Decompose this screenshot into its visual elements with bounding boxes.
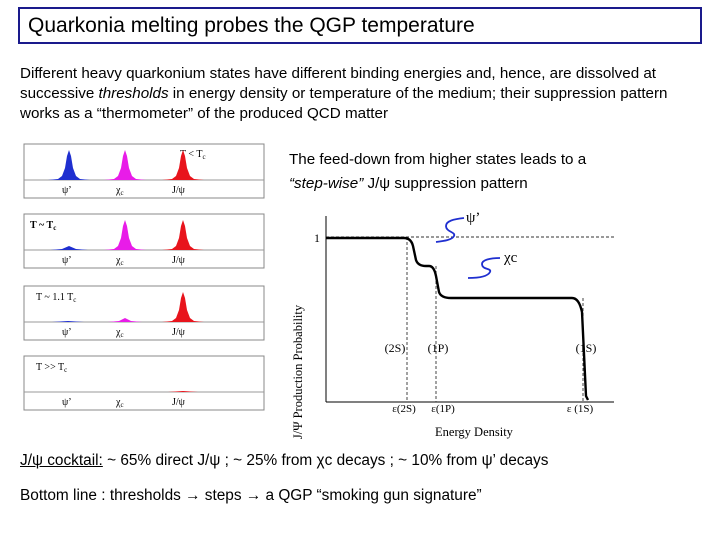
panel-1-psi-prime-peak [48,150,90,180]
plot-xlabel: Energy Density [435,425,514,439]
panel-4-label-chi: χc [115,397,124,409]
panel-3-label-jpsi: J/ψ [172,327,186,338]
plot-threshold-1s: ε (1S) [567,403,594,415]
panel-4: T >> Tc ψ’ χc J/ψ [23,355,265,411]
plot-state-1p: (1P) [428,341,449,355]
intro-part1: Different heavy quarkonium states have d… [20,65,657,102]
panel-1: T < Tc ψ’ χc J/ψ [23,143,265,199]
panel-1-condition: T < Tc [180,149,206,161]
panel-3-label-chi: χc [115,327,124,339]
panel-2-label-jpsi: J/ψ [172,255,186,266]
feeddown-line1: The feed-down from higher states leads t… [289,151,587,168]
panel-2-condition: T ~ Tc [30,220,56,232]
suppression-step-curve [326,236,590,401]
cocktail-line: J/ψ cocktail: ~ 65% direct J/ψ ; ~ 25% f… [20,452,548,470]
panel-3-jpsi-peak [162,292,204,322]
panel-4-jpsi-remnant [168,391,198,392]
panel-2-chi-c-peak [104,220,146,250]
panel-3-psi-prime-remnant [52,321,84,322]
slide-title: Quarkonia melting probes the QGP tempera… [18,7,702,44]
intro-paragraph: Different heavy quarkonium states have d… [20,64,710,124]
panel-3-chi-c-remnant [108,318,142,322]
plot-y-tick: 1 [314,231,320,245]
feeddown-emphasis: “step-wise” [289,175,364,192]
panel-1-label-psi: ψ’ [62,185,72,196]
cocktail-text: ~ 65% direct J/ψ ; ~ 25% from χc decays … [102,452,549,469]
panel-2-psi-prime-remnant [50,246,88,250]
panel-4-condition: T >> Tc [36,362,67,374]
panel-2-label-chi: χc [115,255,124,267]
panel-2: T ~ Tc ψ’ χc J/ψ [23,213,265,269]
cocktail-label: J/ψ cocktail: [20,452,103,469]
panel-4-label-psi: ψ’ [62,397,72,408]
temperature-panels: T < Tc ψ’ χc J/ψ T ~ Tc ψ’ χc J/ψ T ~ 1.… [23,143,265,411]
feeddown-rest: J/ψ suppression pattern [363,175,528,192]
plot-threshold-1p: ε(1P) [431,403,455,415]
plot-threshold-2s: ε(2S) [392,403,416,415]
plot-annot-chi-wave [467,257,501,279]
feeddown-text: The feed-down from higher states leads t… [289,148,709,196]
panel-1-jpsi-peak [162,150,204,180]
panel-4-label-jpsi: J/ψ [172,397,186,408]
panel-3-condition: T ~ 1.1 Tc [36,292,76,304]
panel-1-chi-c-peak [104,150,146,180]
plot-annot-chi: χc [503,250,518,266]
plot-state-2s: (2S) [385,341,406,355]
suppression-plot: J/Ψ Production Probability 1 ψ’ χc (2S) … [291,210,614,439]
plot-ylabel: J/Ψ Production Probability [291,304,305,439]
intro-part2: in energy density or temperature of the … [20,85,668,122]
plot-annot-psi-wave [435,217,465,243]
panel-2-jpsi-peak [162,220,204,250]
plot-state-1s: (1S) [576,341,597,355]
panel-2-label-psi: ψ’ [62,255,72,266]
panel-3-label-psi: ψ’ [62,327,72,338]
panel-1-label-jpsi: J/ψ [172,185,186,196]
bottom-line: Bottom line : thresholds → steps → a QGP… [20,487,482,504]
intro-emphasis: thresholds [98,85,169,102]
panel-1-label-chi: χc [115,185,124,197]
plot-annot-psi: ψ’ [466,210,480,226]
panel-3: T ~ 1.1 Tc ψ’ χc J/ψ [23,285,265,341]
